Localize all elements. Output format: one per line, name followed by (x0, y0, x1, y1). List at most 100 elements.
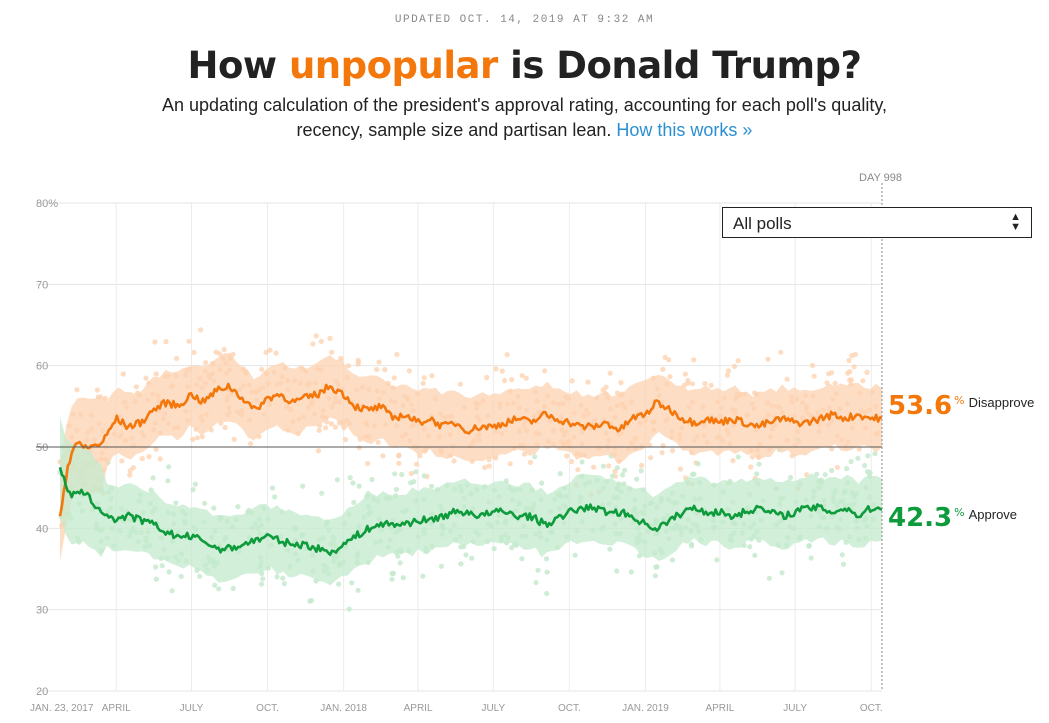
disapprove-poll-dot (157, 456, 163, 462)
approve-poll-dot (463, 552, 469, 558)
approve-poll-dot (735, 454, 741, 460)
updated-timestamp: UPDATED OCT. 14, 2019 AT 9:32 AM (394, 14, 655, 26)
approve-value: 42.3 (888, 503, 953, 533)
disapprove-poll-dot (421, 375, 427, 381)
disapprove-poll-dot (507, 461, 513, 467)
approve-poll-dot (258, 581, 265, 587)
disapprove-poll-dot (849, 353, 855, 359)
disapprove-poll-dot (702, 381, 708, 387)
approve-poll-dot (166, 464, 172, 470)
disapprove-poll-dot (191, 349, 197, 356)
approve-trend-line (58, 466, 883, 556)
disapprove-poll-dot (119, 458, 125, 464)
disapprove-poll-dot (216, 351, 223, 357)
disapprove-poll-dot (203, 360, 209, 366)
disapprove-poll-dot (618, 380, 624, 386)
disapprove-poll-dot (190, 436, 196, 442)
disapprove-poll-dot (374, 366, 380, 373)
approve-poll-dot (397, 560, 403, 566)
approve-poll-dot (235, 504, 241, 510)
approve-poll-dot (691, 471, 697, 477)
disapprove-poll-dot (832, 380, 838, 386)
disapprove-poll-dot (417, 453, 423, 459)
poll-filter-select[interactable]: All polls ▲ ▼ (722, 207, 1032, 238)
approve-poll-dot (334, 477, 340, 483)
disapprove-poll-dot (391, 375, 397, 381)
disapprove-poll-dot (163, 339, 169, 345)
approve-poll-dot (429, 483, 435, 489)
approve-poll-dot (491, 546, 497, 552)
approve-poll-dot (779, 570, 785, 576)
approve-poll-dot (421, 473, 427, 479)
disapprove-poll-dot (669, 448, 676, 454)
disapprove-poll-dot (380, 453, 386, 459)
subtitle-line-2-text: recency, sample size and partisan lean. (296, 120, 617, 140)
approve-poll-dot (752, 552, 758, 558)
disapprove-poll-dot (316, 427, 322, 433)
disapprove-poll-dot (725, 368, 732, 374)
disapprove-poll-dot (847, 369, 853, 375)
approve-poll-dot (389, 576, 395, 582)
title-suffix: is Donald Trump? (497, 44, 862, 87)
disapprove-poll-dot (809, 362, 816, 368)
disapprove-label: Disapprove (968, 395, 1035, 410)
approve-poll-dot (336, 581, 342, 587)
approve-poll-dot (865, 453, 871, 459)
approve-poll-dot (216, 586, 222, 592)
disapprove-poll-dot (396, 460, 402, 466)
disapprove-poll-dot (732, 363, 738, 369)
disapprove-poll-dot (199, 434, 205, 440)
disapprove-poll-dot (130, 465, 136, 471)
disapprove-poll-dot (315, 448, 322, 454)
y-tick-label: 20 (36, 686, 48, 698)
approve-poll-dot (614, 568, 620, 574)
disapprove-trend-line (58, 382, 883, 517)
approve-poll-dot (392, 471, 398, 477)
approve-poll-dot (519, 556, 525, 562)
disapprove-poll-dot (408, 470, 414, 477)
disapprove-poll-dot (143, 375, 149, 381)
approve-poll-dot (844, 466, 850, 472)
approve-poll-dot (669, 557, 676, 563)
approve-poll-dot (572, 552, 578, 558)
disapprove-poll-dot (691, 357, 697, 363)
disapprove-poll-dot (825, 371, 832, 377)
approve-poll-dot (211, 505, 217, 511)
disapprove-poll-dot (355, 359, 362, 365)
disapprove-poll-dot (127, 472, 133, 478)
disapprove-poll-dot (484, 374, 490, 381)
y-tick-label: 80% (36, 198, 58, 210)
disapprove-poll-dot (724, 372, 731, 378)
x-tick-label: JAN. 2018 (320, 703, 367, 714)
disapprove-poll-dot (267, 347, 273, 353)
approve-poll-dot (469, 555, 475, 561)
disapprove-poll-dot (639, 462, 645, 468)
approve-poll-dot (652, 573, 659, 579)
approve-poll-dot (399, 471, 405, 478)
disapprove-poll-dot (585, 379, 591, 385)
chart-canvas: 80% 70 60 50 40 30 20 JAN. 23, 2017 APRIL JULY OCT… (30, 183, 883, 714)
approve-poll-dot (349, 580, 355, 586)
approve-poll-dot (272, 494, 278, 500)
approve-poll-dot (579, 459, 585, 465)
disapprove-poll-dot (356, 445, 362, 451)
disapprove-poll-dot (682, 371, 689, 377)
disapprove-poll-dot (152, 339, 158, 345)
disapprove-poll-dot (139, 456, 145, 462)
approve-poll-dot (150, 475, 156, 481)
disapprove-poll-dot (310, 341, 316, 347)
y-tick-label: 40 (36, 523, 48, 535)
axis-layer: 80% 70 60 50 40 30 20 JAN. 23, 2017 APRIL JULY OCT… (30, 183, 883, 714)
approve-poll-dot (197, 573, 203, 579)
approve-poll-dot (393, 486, 399, 493)
disapprove-poll-dot (501, 378, 508, 384)
how-this-works-link[interactable]: How this works » (616, 120, 753, 140)
y-tick-label: 70 (36, 279, 48, 291)
approve-poll-dot (814, 471, 820, 477)
disapprove-poll-dot (451, 458, 457, 464)
y-tick-label: 60 (36, 361, 48, 373)
approve-poll-dot (614, 465, 620, 471)
approve-poll-dot (166, 569, 172, 575)
disapprove-poll-dot (482, 464, 488, 471)
disapprove-poll-dot (263, 349, 269, 355)
